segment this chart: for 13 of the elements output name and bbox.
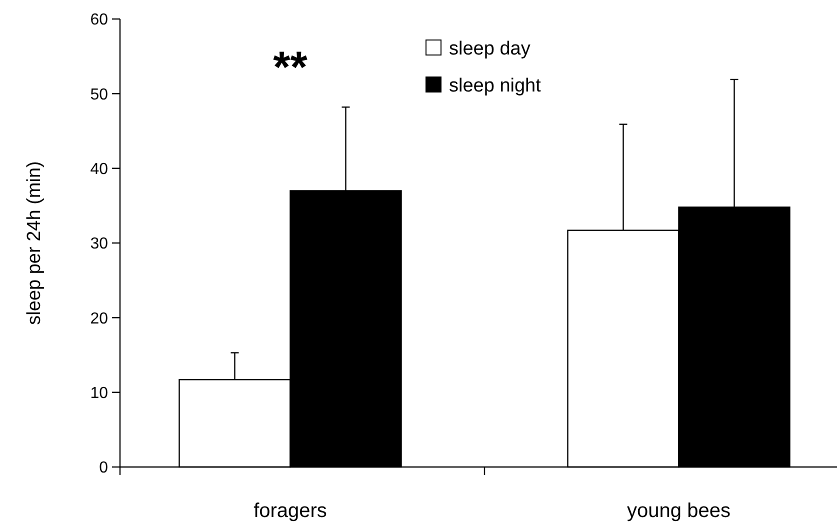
y-tick-label: 60 (90, 12, 108, 29)
legend-label: sleep day (449, 38, 531, 60)
legend-label: sleep night (449, 76, 542, 97)
x-tick-label: foragers (254, 500, 327, 522)
y-tick-label: 40 (90, 160, 108, 178)
y-tick-label: 10 (90, 384, 108, 402)
annotation: ** (273, 43, 308, 92)
y-tick-label: 50 (90, 86, 108, 104)
y-tick-label: 20 (90, 310, 108, 328)
x-tick-label: young bees (627, 500, 730, 522)
y-axis-title: sleep per 24h (min) (24, 161, 45, 325)
y-tick-label: 0 (99, 460, 108, 477)
y-tick-label: 30 (90, 236, 108, 253)
